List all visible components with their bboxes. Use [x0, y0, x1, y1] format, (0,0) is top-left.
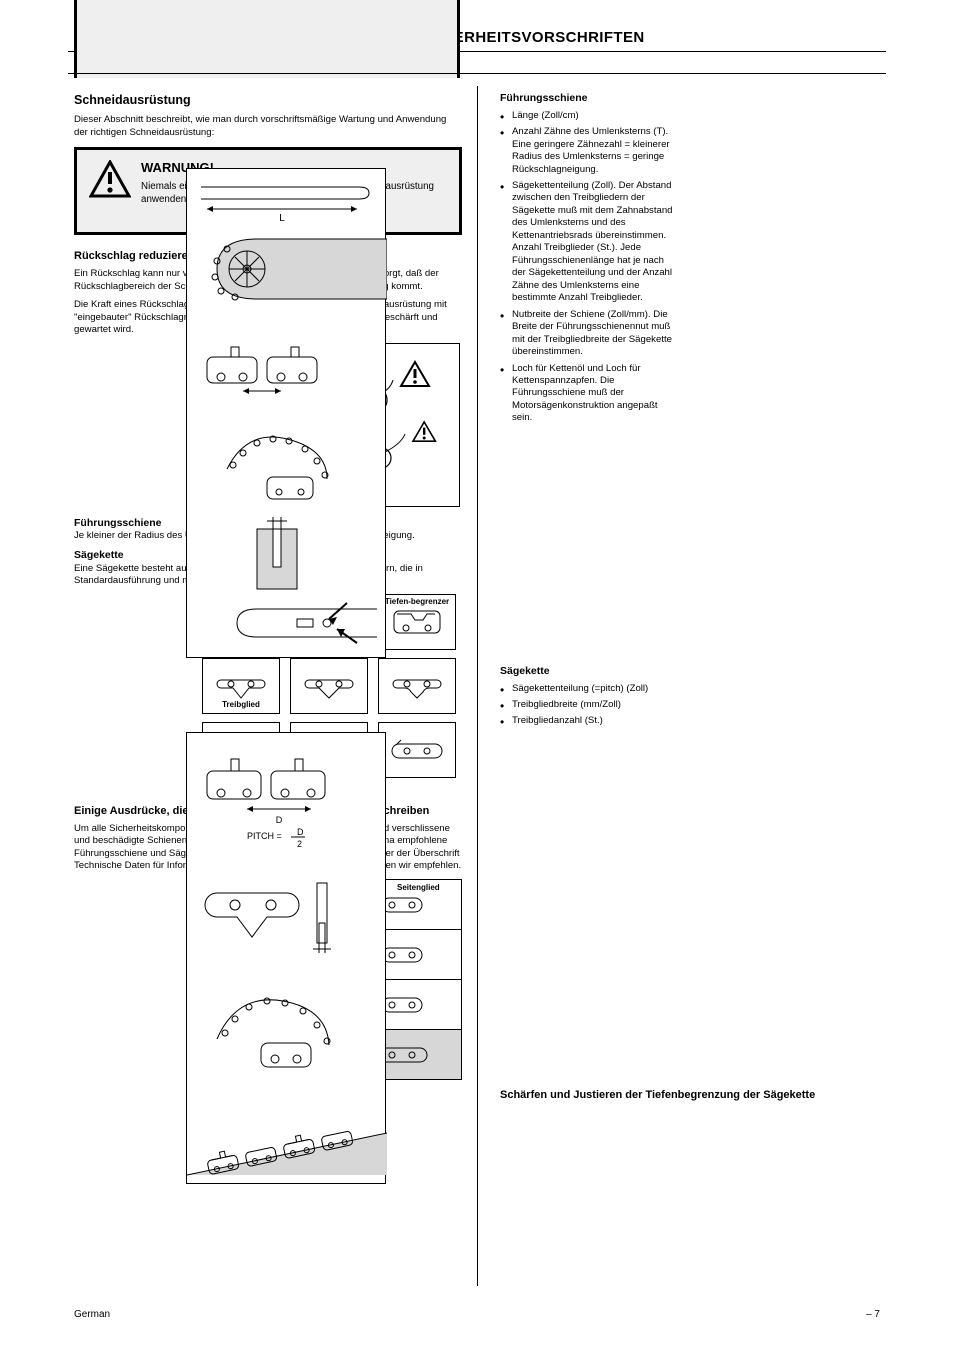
svg-text:D: D [297, 827, 304, 837]
warning-box [74, 0, 460, 83]
cell-label: Seitenglied [376, 883, 461, 893]
table-cell [375, 979, 461, 1029]
list-item: Sägekettenteilung (Zoll). Der Abstand zw… [500, 180, 676, 305]
figure-chain-specs: D PITCH = D 2 [186, 732, 386, 1184]
L-label: L [279, 213, 285, 224]
r-h-sharpen: Schärfen und Justieren der Tiefenbegrenz… [500, 1088, 884, 1102]
table-cell [375, 1029, 461, 1079]
page-num-left: German [74, 1308, 110, 1321]
page-num-right: – 7 [866, 1308, 880, 1321]
cell-label: Tiefen-begrenzer [379, 597, 455, 607]
table-cell [375, 929, 461, 979]
list-item: Anzahl Zähne des Umlenksterns (T). Eine … [500, 126, 676, 176]
header-rule-2b [68, 73, 886, 74]
list-item: Sägekettenteilung (=pitch) (Zoll) [500, 683, 676, 695]
list-item: Treibgliedanzahl (St.) [500, 715, 676, 727]
svg-text:D: D [276, 815, 283, 825]
drive-icon [391, 672, 443, 700]
r-h-chain: Sägekette [500, 665, 884, 679]
heading-equipment: Schneidausrüstung [74, 92, 462, 108]
r-h-bar: Führungsschiene [500, 92, 884, 106]
cell-label: Treibglied [203, 700, 279, 710]
grid-cell [378, 658, 456, 714]
cutter-icon [391, 608, 443, 636]
drive-icon [215, 672, 267, 700]
drive-icon [303, 672, 355, 700]
grid-cell [378, 722, 456, 778]
r-list-chain: Sägekettenteilung (=pitch) (Zoll) Treibg… [500, 683, 676, 728]
svg-text:PITCH =: PITCH = [247, 831, 282, 841]
grid-cell: Treibglied [202, 658, 280, 714]
r-list-bar: Länge (Zoll/cm) Anzahl Zähne des Umlenks… [500, 110, 676, 425]
list-item: Loch für Kettenöl und Loch für Kettenspa… [500, 363, 676, 425]
grid-cell: Tiefen-begrenzer [378, 594, 456, 650]
warning-icon [89, 160, 131, 198]
column-divider-2 [477, 86, 478, 1286]
grid-cell [290, 658, 368, 714]
svg-text:2: 2 [297, 839, 302, 849]
figure-bar-specs: L [186, 168, 386, 658]
table-cell: Seitenglied [375, 879, 461, 929]
list-item: Länge (Zoll/cm) [500, 110, 676, 122]
intro-text: Dieser Abschnitt beschreibt, wie man dur… [74, 114, 462, 139]
list-item: Treibgliedbreite (mm/Zoll) [500, 699, 676, 711]
side-icon [391, 736, 443, 764]
list-item: Nutbreite der Schiene (Zoll/mm). Die Bre… [500, 309, 676, 359]
